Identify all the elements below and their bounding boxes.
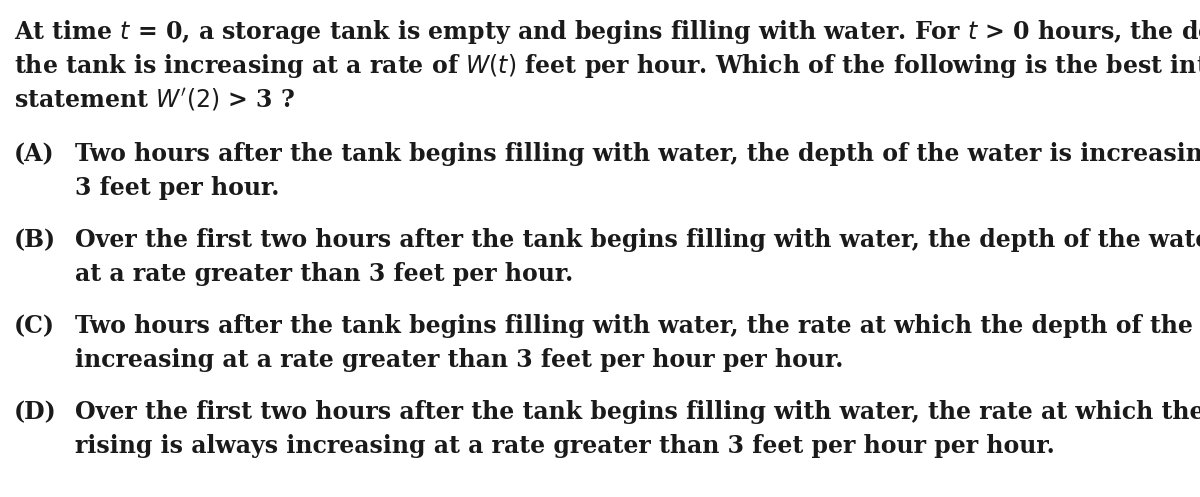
Text: statement $W'(2)$ > 3 ?: statement $W'(2)$ > 3 ? (14, 86, 295, 113)
Text: Two hours after the tank begins filling with water, the depth of the water is in: Two hours after the tank begins filling … (74, 142, 1200, 166)
Text: the tank is increasing at a rate of $W(t)$ feet per hour. Which of the following: the tank is increasing at a rate of $W(t… (14, 52, 1200, 80)
Text: Over the first two hours after the tank begins filling with water, the rate at w: Over the first two hours after the tank … (74, 400, 1200, 424)
Text: rising is always increasing at a rate greater than 3 feet per hour per hour.: rising is always increasing at a rate gr… (74, 434, 1055, 458)
Text: (C): (C) (14, 314, 55, 338)
Text: (B): (B) (14, 228, 56, 252)
Text: at a rate greater than 3 feet per hour.: at a rate greater than 3 feet per hour. (74, 262, 574, 286)
Text: At time $t$ = 0, a storage tank is empty and begins filling with water. For $t$ : At time $t$ = 0, a storage tank is empty… (14, 18, 1200, 46)
Text: increasing at a rate greater than 3 feet per hour per hour.: increasing at a rate greater than 3 feet… (74, 348, 844, 372)
Text: (D): (D) (14, 400, 56, 424)
Text: (A): (A) (14, 142, 55, 166)
Text: Two hours after the tank begins filling with water, the rate at which the depth : Two hours after the tank begins filling … (74, 314, 1200, 338)
Text: 3 feet per hour.: 3 feet per hour. (74, 176, 280, 200)
Text: Over the first two hours after the tank begins filling with water, the depth of : Over the first two hours after the tank … (74, 228, 1200, 252)
